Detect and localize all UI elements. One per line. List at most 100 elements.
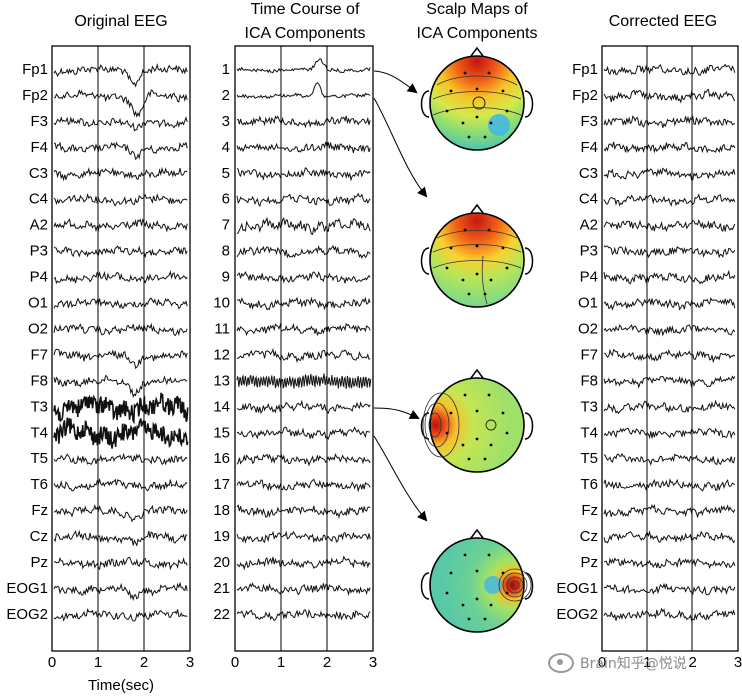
channel-label-o2: O2 [28,320,48,337]
ica-trace-10 [236,296,371,311]
component-label-16: 16 [213,450,230,467]
ica-trace-12 [236,347,371,364]
corrected-channel-label-fz: Fz [581,502,598,519]
original-eeg-x-ticks: 0 1 2 3 [48,654,194,671]
corrected-trace-fp2 [603,88,736,104]
ica-trace-22 [236,608,371,622]
original-trace-fp2 [53,88,188,118]
ica-trace-17 [236,478,371,493]
title-scalp-maps-line2: ICA Components [417,25,538,42]
corrected-trace-eog1 [603,582,736,596]
channel-label-f7: F7 [30,346,48,363]
ica-trace-4 [236,141,371,154]
channel-label-t6: T6 [30,476,48,493]
orig-tick-3: 3 [186,654,194,671]
corr-tick-0: 0 [598,654,606,671]
corrected-trace-f8 [603,375,736,389]
corrected-channel-label-f3: F3 [580,113,598,130]
electrode-dots [445,393,509,461]
channel-label-f4: F4 [30,139,48,156]
original-trace-fz [53,504,188,523]
ica-trace-14 [236,399,371,415]
corrected-trace-a2 [603,218,736,233]
component-label-11: 11 [214,320,230,337]
corrected-trace-fp1 [603,63,736,76]
title-scalp-maps-line1: Scalp Maps of [426,1,528,18]
corrected-trace-pz [603,557,736,570]
ica-trace-6 [236,192,371,208]
channel-label-p4: P4 [30,269,48,286]
corrected-channel-label-pz: Pz [580,554,598,571]
component-label-10: 10 [213,295,230,312]
corrected-channel-label-t5: T5 [580,450,598,467]
electrode-dots [445,553,509,621]
ica-trace-20 [236,555,371,571]
corrected-trace-f4 [603,141,736,154]
corrected-channel-label-f4: F4 [580,139,598,156]
corrected-trace-eog2 [603,607,736,622]
corrected-channel-label-eog1: EOG1 [556,580,598,597]
original-trace-t5 [53,452,188,466]
component-label-12: 12 [213,346,230,363]
component-label-8: 8 [222,243,230,260]
original-trace-o1 [53,297,188,310]
ica-tick-1: 1 [277,654,285,671]
ica-trace-8 [236,244,371,259]
channel-label-a2: A2 [30,217,48,234]
corrected-eeg-channel-labels: Fp1 Fp2 F3 F4 C3 C4 A2 P3 P4 O1 O2 F7 F8 T3 T4 T5 T6 Fz Cz… [556,61,598,623]
corrected-channel-label-o1: O1 [578,295,598,312]
corrected-channel-label-a2: A2 [580,217,598,234]
ica-trace-11 [236,322,371,337]
component-label-14: 14 [213,398,230,415]
corrected-trace-p4 [603,269,736,285]
original-trace-f7 [53,348,188,370]
channel-label-t3: T3 [30,398,48,415]
component-label-3: 3 [222,113,230,130]
corrected-eeg-x-ticks: 0 1 2 3 [598,654,742,671]
ica-tick-0: 0 [231,654,239,671]
channel-label-f8: F8 [30,372,48,389]
watermark-text: Brain知乎@悦说 [580,656,687,672]
corrected-channel-label-fp1: Fp1 [572,61,598,78]
component-to-map-arrows [373,70,428,522]
corrected-trace-p3 [603,245,736,259]
wechat-logo-icon [548,653,574,673]
channel-label-p3: P3 [30,243,48,260]
channel-label-o1: O1 [28,295,48,312]
scalp-map-component-1 [420,46,534,151]
panel-corrected-eeg: Fp1 Fp2 F3 F4 C3 C4 A2 P3 P4 O1 O2 F7 F8 T3 T4 T5 T6 Fz Cz… [556,45,742,671]
title-time-course-line1: Time Course of [251,1,360,18]
original-trace-eog1 [53,581,188,602]
corr-tick-1: 1 [643,654,651,671]
ica-trace-1 [236,58,371,74]
corrected-trace-t4 [603,427,736,440]
corrected-channel-label-t4: T4 [580,424,598,441]
corrected-channel-label-p4: P4 [580,269,598,286]
corrected-channel-label-t3: T3 [580,398,598,415]
component-label-6: 6 [222,191,230,208]
corrected-trace-t3 [603,399,736,415]
ica-tick-3: 3 [369,654,377,671]
corrected-channel-label-o2: O2 [578,320,598,337]
ica-trace-18 [236,504,371,519]
component-label-20: 20 [213,554,230,571]
corrected-channel-label-eog2: EOG2 [556,606,598,623]
component-label-22: 22 [213,606,230,623]
panel-original-eeg: Fp1 Fp2 F3 F4 C3 C4 A2 P3 P4 O1 O2 F7 F8 T3 T4 T5 T6 Fz Cz… [6,45,194,694]
component-label-19: 19 [213,528,230,545]
title-original-eeg: Original EEG [74,13,167,30]
arrow-comp1-to-map1 [373,70,418,94]
scalp-map-component-14 [420,368,534,473]
channel-label-fp2: Fp2 [22,87,48,104]
original-trace-p4 [53,270,188,284]
arrow-comp15-to-map4 [373,435,428,522]
component-label-4: 4 [222,139,230,156]
component-label-9: 9 [222,269,230,286]
ica-x-ticks: 0 1 2 3 [231,654,377,671]
component-label-15: 15 [213,424,230,441]
original-trace-t3 [53,392,189,425]
original-eeg-channel-labels: Fp1 Fp2 F3 F4 C3 C4 A2 P3 P4 O1 O2 F7 F8 T3 T4 T5 T6 Fz Cz… [6,61,48,623]
x-axis-label: Time(sec) [88,677,154,694]
